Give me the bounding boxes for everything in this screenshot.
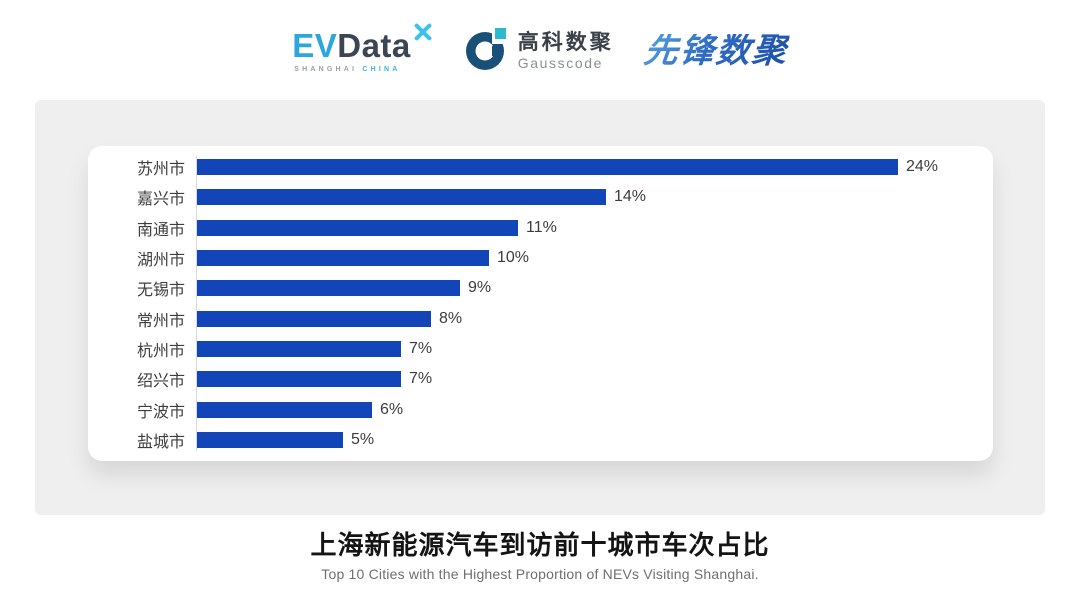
bar xyxy=(197,340,401,357)
chart-row: 宁波市 6% xyxy=(88,394,993,424)
bar xyxy=(197,401,372,418)
chart-subtitle: Top 10 Cities with the Highest Proportio… xyxy=(321,565,759,582)
chart-panel: 苏州市 24% 嘉兴市 14% 南通市 11% 湖州市 10% 无锡市 9% 常州市 8% 杭州市 7% 绍… xyxy=(35,100,1045,515)
evdata-tagline-china: CHINA xyxy=(362,66,401,73)
chart-row: 无锡市 9% xyxy=(88,273,993,303)
bar-chart: 苏州市 24% 嘉兴市 14% 南通市 11% 湖州市 10% 无锡市 9% 常州市 8% 杭州市 7% 绍… xyxy=(88,152,993,455)
bar-value-label: 8% xyxy=(439,309,463,327)
category-label: 杭州市 xyxy=(136,342,185,360)
bar-value-label: 24% xyxy=(906,158,939,176)
category-label: 嘉兴市 xyxy=(136,191,185,209)
gausscode-logo: 高科数聚 Gausscode xyxy=(465,26,614,76)
bar-value-label: 7% xyxy=(409,370,433,388)
evdata-tagline: SHANGHAI CHINA xyxy=(292,66,411,73)
evdata-logo: EVData SHANGHAI CHINA xyxy=(292,23,435,73)
evdata-wordmark: EVData xyxy=(292,29,411,62)
chart-row: 常州市 8% xyxy=(88,303,993,333)
chart-row: 苏州市 24% xyxy=(88,152,993,182)
chart-card: 苏州市 24% 嘉兴市 14% 南通市 11% 湖州市 10% 无锡市 9% 常州市 8% 杭州市 7% 绍… xyxy=(88,146,993,461)
bar xyxy=(197,250,489,267)
category-label: 常州市 xyxy=(136,312,185,330)
chart-row: 盐城市 5% xyxy=(88,425,993,455)
chart-row: 南通市 11% xyxy=(88,213,993,243)
chart-row: 湖州市 10% xyxy=(88,243,993,273)
xianfeng-shuju-logo: 先锋数聚 xyxy=(641,32,790,70)
evdata-tagline-shanghai: SHANGHAI xyxy=(294,66,358,73)
category-label: 绍兴市 xyxy=(136,373,185,391)
chart-row: 绍兴市 7% xyxy=(88,364,993,394)
bar-value-label: 6% xyxy=(380,400,404,418)
bar-value-label: 11% xyxy=(526,218,557,236)
category-label: 宁波市 xyxy=(136,403,185,421)
category-label: 湖州市 xyxy=(136,252,185,270)
bar xyxy=(197,159,898,176)
bar xyxy=(197,310,431,327)
chart-row: 嘉兴市 14% xyxy=(88,182,993,212)
bar xyxy=(197,431,343,448)
evdata-data-text: Data xyxy=(337,27,411,64)
y-axis-line xyxy=(196,156,197,451)
category-label: 无锡市 xyxy=(136,282,185,300)
gausscode-cn-name: 高科数聚 xyxy=(517,30,614,54)
category-label: 苏州市 xyxy=(136,161,185,179)
header-logos: EVData SHANGHAI CHINA xyxy=(0,20,1080,82)
bar xyxy=(197,280,460,297)
gausscode-text: 高科数聚 Gausscode xyxy=(518,31,614,71)
gausscode-en-name: Gausscode xyxy=(517,55,604,72)
bar-value-label: 14% xyxy=(614,188,647,206)
category-label: 盐城市 xyxy=(136,433,185,451)
bar-value-label: 9% xyxy=(468,279,492,297)
chart-row: 杭州市 7% xyxy=(88,334,993,364)
gausscode-mark-icon xyxy=(465,26,509,76)
bar xyxy=(197,371,401,388)
category-label: 南通市 xyxy=(136,221,185,239)
caption: 上海新能源汽车到访前十城市车次占比 Top 10 Cities with the… xyxy=(0,530,1080,582)
bar-value-label: 5% xyxy=(351,430,375,448)
bar xyxy=(197,219,518,236)
bar-value-label: 7% xyxy=(409,339,433,357)
bar xyxy=(197,189,606,206)
evdata-ev-text: EV xyxy=(292,27,338,64)
chart-title: 上海新能源汽车到访前十城市车次占比 xyxy=(310,530,770,560)
sparkle-x-icon xyxy=(413,22,433,47)
bar-value-label: 10% xyxy=(497,249,530,267)
